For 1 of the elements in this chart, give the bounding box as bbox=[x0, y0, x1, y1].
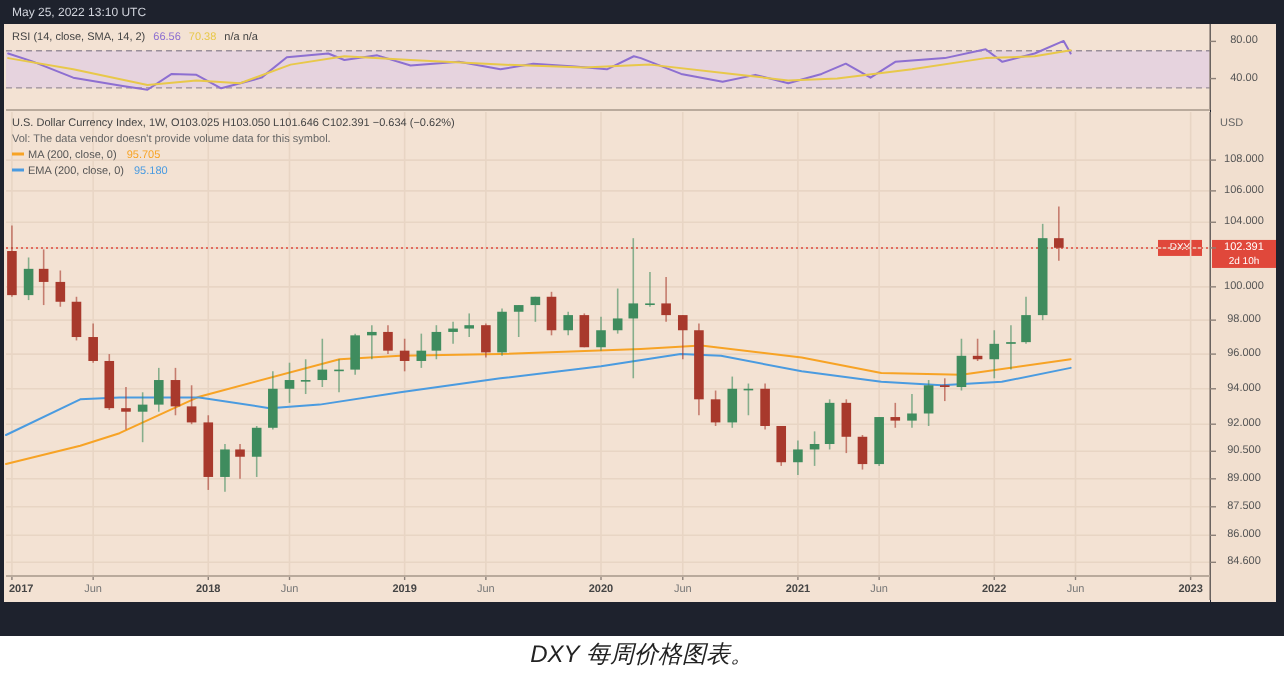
text: DXY 每周价格图表。 bbox=[530, 640, 754, 668]
